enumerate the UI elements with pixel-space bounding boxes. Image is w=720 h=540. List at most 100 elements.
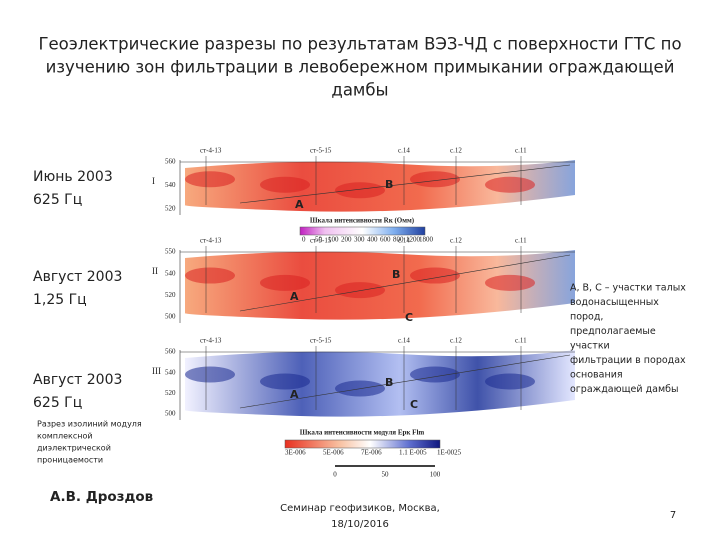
scale-tick: 200 [341,236,352,244]
elevation-label: 520 [165,205,176,213]
well-label: ст-4-13 [200,147,222,155]
zone-label: А [290,290,299,303]
legend-line: пород, [570,312,603,323]
title-line: дамбы [331,81,388,100]
well-label: с.14 [398,237,410,245]
well-label: с.12 [450,147,462,155]
section-blob [335,182,385,199]
well-label: с.12 [450,337,462,345]
title-line: Геоэлектрические разрезы по результатам … [38,35,681,54]
author: А.В. Дроздов [50,489,153,505]
panel-numeral: III [152,366,161,376]
elevation-label: 520 [165,389,176,397]
scale-caption: Шкала интенсивности модуля Ерк Flm [300,429,425,437]
well-label: с.14 [398,337,410,345]
section-blob [185,171,235,188]
section-blob [485,274,535,291]
elevation-label: 560 [165,158,176,166]
zone-label: В [385,376,393,389]
zone-label: А [295,198,304,211]
title-line: изучению зон фильтрации в левобережном п… [46,58,675,77]
section-blob [485,373,535,390]
well-label: с.14 [398,147,410,155]
note-line: диэлектрической [37,444,111,453]
well-label: с.12 [450,237,462,245]
scale-tick: 1E-0025 [437,449,462,457]
elevation-label: 500 [165,410,176,418]
scale-tick: 50 [315,236,323,244]
legend-line: водонасыщенных [570,297,659,308]
elevation-label: 560 [165,348,176,356]
sections: Июнь 2003 625 Гц I 560 540 520 ст-4-13 ст-5-15 с… [33,147,576,420]
elevation-label: 520 [165,291,176,299]
distance-tick: 100 [430,471,441,479]
section-blob [410,171,460,188]
scale-tick: 0 [302,236,306,244]
scale-tick: 300 [354,236,365,244]
panel-frequency: 625 Гц [33,192,82,208]
section-blob [485,176,535,193]
scale-tick: 7E-006 [361,449,382,457]
color-scale [284,439,441,449]
scale-tick: 1800 [419,236,434,244]
section-blob [260,274,310,291]
panel-date: Июнь 2003 [33,169,113,185]
section-body [184,250,576,320]
zone-label: В [392,268,400,281]
scale-tick: 1200 [406,236,421,244]
well-label: ст-4-13 [200,237,222,245]
scale-tick: 5E-006 [323,449,344,457]
well-label: с.11 [515,237,527,245]
legend-line: предполагаемые [570,326,656,337]
panel-date: Август 2003 [33,372,122,388]
panel-date: Август 2003 [33,269,122,285]
note-line: проницаемости [37,456,103,465]
well-label: с.11 [515,147,527,155]
distance-tick: 50 [382,471,390,479]
zone-label: С [410,398,418,411]
legend-line: А, В, С – участки талых [570,283,686,294]
panel-frequency: 625 Гц [33,395,82,411]
elevation-label: 540 [165,368,176,376]
note-line: Разрез изолиний модуля [37,420,142,429]
scale-tick: 3E-006 [285,449,306,457]
section-contact [239,254,571,312]
panel-numeral: II [152,266,158,276]
zone-label: А [290,388,299,401]
section-blob [260,176,310,193]
panel-frequency: 1,25 Гц [33,292,87,308]
well-label: ст-5-15 [310,237,332,245]
title: Геоэлектрические разрезы по результатам … [38,35,681,100]
zone-label: С [405,311,413,324]
elevation-label: 540 [165,269,176,277]
footer-line: Семинар геофизиков, Москва, [280,503,440,514]
well-label: с.11 [515,337,527,345]
section-blob [410,366,460,383]
section-blob [185,267,235,284]
distance-tick: 0 [333,471,337,479]
section-blob [260,373,310,390]
legend-line: участки [570,341,610,352]
color-scale [299,226,426,236]
panel-numeral: I [152,176,155,186]
legend-line: основания [570,370,623,381]
elevation-label: 500 [165,313,176,321]
scale-tick: 1.1 E-005 [399,449,427,457]
section-contact [239,164,571,204]
section-blob [335,282,385,299]
legend-line: фильтрации в породах [570,355,686,366]
legend-line: ограждающей дамбы [570,384,679,395]
elevation-label: 550 [165,248,176,256]
well-label: ст-5-15 [310,147,332,155]
scale-tick: 800 [393,236,404,244]
section-body [184,350,576,417]
elevation-label: 540 [165,181,176,189]
note-line: комплексной [37,432,93,441]
scale-caption: Шкала интенсивности Rк (Омм) [310,217,415,225]
zone-label: В [385,178,393,191]
section-blob [410,267,460,284]
well-label: ст-5-15 [310,337,332,345]
section-blob [185,366,235,383]
well-label: ст-4-13 [200,337,222,345]
